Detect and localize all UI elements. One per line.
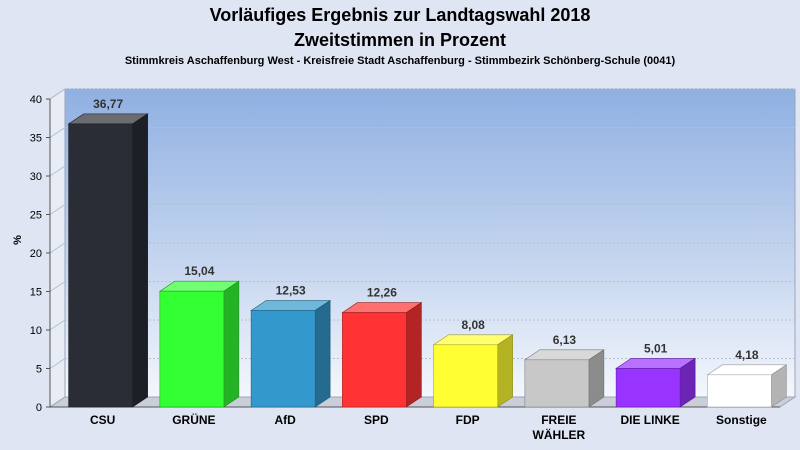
gridline-side — [49, 204, 66, 215]
x-tick-label: FDP — [456, 413, 480, 427]
chart-caption: Stimmkreis Aschaffenburg West - Kreisfre… — [125, 55, 676, 67]
bar-grüne — [158, 280, 240, 408]
bar-afd — [250, 299, 332, 408]
x-tick-label: WÄHLER — [533, 427, 586, 442]
bar-spd — [341, 302, 423, 408]
y-tick-label: 30 — [30, 171, 42, 183]
bar-fdp — [432, 334, 514, 408]
gridline-side — [49, 358, 66, 369]
bar-front — [250, 310, 316, 408]
value-label: 6,13 — [553, 333, 577, 347]
y-tick-label: 25 — [30, 210, 42, 222]
bars — [67, 113, 788, 408]
bar-side — [223, 280, 240, 408]
bar-front — [433, 344, 498, 408]
bar-freie-wähler — [523, 349, 605, 408]
bar-side — [588, 349, 605, 408]
bar-front — [615, 368, 681, 408]
bar-side — [314, 299, 331, 408]
y-tick-label: 0 — [36, 402, 42, 414]
y-tick-label: 40 — [30, 94, 42, 106]
y-tick-label: 35 — [30, 133, 42, 145]
x-tick-label: AfD — [274, 413, 296, 427]
value-label: 12,26 — [367, 286, 397, 300]
x-tick-label: DIE LINKE — [620, 413, 679, 427]
x-tick-label: FREIE — [541, 413, 576, 427]
bar-sonstige — [706, 364, 788, 408]
gridline-side — [49, 242, 66, 254]
bar-side — [406, 302, 422, 408]
bar-die-linke — [615, 357, 697, 408]
bar-csu — [67, 113, 149, 408]
gridline-side — [49, 281, 66, 292]
bar-front — [68, 123, 133, 408]
y-tick-label: 15 — [30, 287, 42, 299]
chart-title: Vorläufiges Ergebnis zur Landtagswahl 20… — [210, 5, 591, 25]
value-label: 4,18 — [735, 348, 759, 362]
y-tick-label: 20 — [30, 248, 42, 260]
x-tick-label: GRÜNE — [172, 412, 215, 427]
value-label: 8,08 — [461, 318, 485, 332]
value-label: 36,77 — [93, 97, 123, 111]
bar-front — [342, 312, 407, 408]
value-label: 5,01 — [644, 341, 668, 355]
value-label: 12,53 — [276, 284, 306, 298]
gridline-side — [49, 88, 66, 100]
bar-side — [497, 334, 513, 408]
x-tick-label: Sonstige — [716, 413, 767, 427]
bar-front — [524, 359, 590, 408]
bar-front — [707, 374, 772, 408]
gridline-side — [49, 165, 66, 177]
y-tick-label: 5 — [36, 364, 42, 376]
bar-front — [159, 290, 225, 408]
value-label: 15,04 — [184, 264, 214, 278]
value-labels: 36,77 15,04 12,53 12,26 8,08 6,13 5,01 4,18 — [93, 97, 759, 362]
gridline-side — [49, 319, 66, 331]
chart-subtitle: Zweitstimmen in Prozent — [294, 30, 506, 50]
gridline-side — [49, 127, 66, 138]
x-tick-label: CSU — [90, 413, 115, 427]
x-tick-label: SPD — [364, 413, 389, 427]
y-axis-label: % — [12, 235, 24, 245]
y-tick-label: 10 — [30, 325, 42, 337]
bar-side — [132, 113, 148, 408]
